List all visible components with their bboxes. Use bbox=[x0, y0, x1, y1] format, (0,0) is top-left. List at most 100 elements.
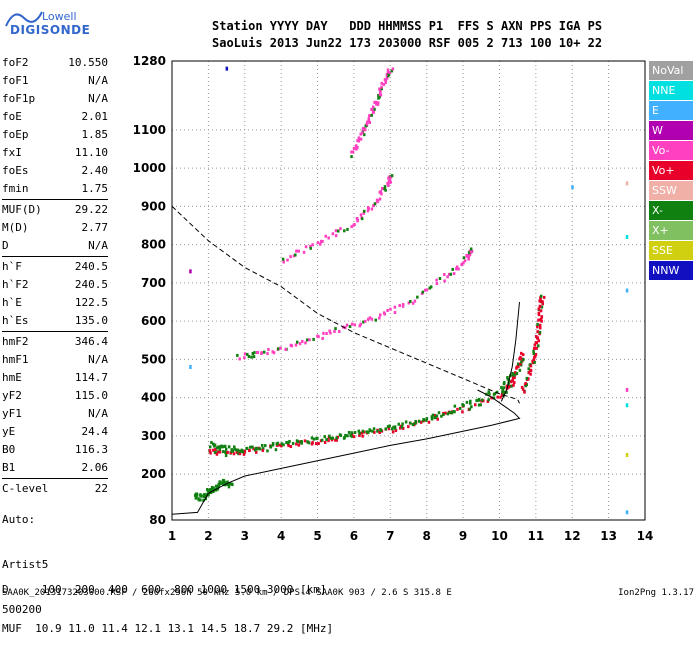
x-tick-label: 11 bbox=[527, 529, 544, 543]
x-tick-label: 12 bbox=[564, 529, 581, 543]
logo-wave-icon bbox=[5, 11, 43, 27]
param-value: 116.3 bbox=[74, 443, 108, 456]
echo-point bbox=[355, 147, 358, 151]
echo-point bbox=[456, 407, 459, 411]
x-tick-label: 7 bbox=[386, 529, 394, 543]
ionogram-plot: 1 2 3 4 5 6 7 8 9 10 11 12 13 14802003004005006007008… bbox=[133, 54, 654, 543]
echo-point bbox=[375, 102, 378, 106]
param-value: 135.0 bbox=[74, 314, 108, 327]
echo-point bbox=[373, 100, 376, 104]
echo-point bbox=[264, 444, 267, 448]
echo-point bbox=[534, 341, 538, 345]
side-echo-point bbox=[625, 403, 629, 408]
echo-point bbox=[378, 197, 382, 201]
side-echo-point bbox=[189, 269, 192, 274]
echo-point bbox=[217, 450, 220, 454]
echo-point bbox=[262, 350, 266, 354]
echo-point bbox=[468, 407, 472, 411]
param-value: 11.10 bbox=[74, 146, 108, 159]
echo-point bbox=[533, 343, 537, 347]
echo-point bbox=[429, 285, 433, 289]
echo-point bbox=[414, 421, 417, 425]
echo-point bbox=[387, 427, 391, 431]
echo-point bbox=[529, 372, 532, 376]
echo-point bbox=[509, 380, 513, 384]
echo-point bbox=[289, 343, 293, 347]
echo-point bbox=[505, 390, 508, 394]
echo-point bbox=[433, 413, 436, 417]
echo-point bbox=[360, 217, 364, 221]
auto-program: Artist5 bbox=[2, 558, 49, 571]
echo-point bbox=[230, 449, 234, 453]
x-tick-label: 4 bbox=[277, 529, 285, 543]
echo-point bbox=[378, 430, 381, 434]
echo-point bbox=[536, 336, 540, 340]
echo-point bbox=[390, 174, 394, 178]
echo-point bbox=[217, 485, 220, 489]
side-echo-point bbox=[625, 288, 629, 293]
echo-point bbox=[380, 81, 384, 85]
echo-point bbox=[465, 254, 468, 258]
echo-point bbox=[278, 443, 282, 447]
echo-point bbox=[480, 398, 484, 402]
echo-point bbox=[309, 246, 312, 250]
echo-point bbox=[238, 357, 241, 361]
echo-point bbox=[325, 332, 328, 336]
echo-point bbox=[532, 346, 536, 350]
echo-point bbox=[391, 430, 395, 434]
echo-point bbox=[312, 437, 316, 441]
legend: NoVal NNE E W Vo- Vo+ SSW X- X+ SSE NNW bbox=[649, 61, 693, 281]
echo-point bbox=[479, 403, 482, 407]
echo-point bbox=[362, 211, 366, 215]
echo-point bbox=[359, 322, 362, 326]
x-tick-label: 3 bbox=[241, 529, 249, 543]
echo-point bbox=[367, 317, 370, 321]
echo-point bbox=[217, 482, 220, 486]
header-row-2: SaoLuis 2013 Jun22 173 203000 RSF 005 2 … bbox=[212, 36, 603, 50]
echo-point bbox=[512, 375, 516, 379]
echo-point bbox=[378, 87, 381, 91]
echo-point bbox=[541, 300, 544, 304]
echo-point bbox=[539, 318, 543, 322]
echo-point bbox=[210, 485, 214, 489]
echo-point bbox=[379, 89, 382, 93]
echo-point bbox=[372, 204, 375, 208]
param-row: yF1 N/A bbox=[2, 405, 108, 423]
echo-point bbox=[338, 329, 341, 333]
echo-point bbox=[274, 448, 278, 452]
echo-point bbox=[242, 452, 246, 456]
echo-point bbox=[197, 498, 201, 502]
echo-point bbox=[379, 313, 382, 317]
echo-point bbox=[322, 331, 325, 335]
legend-item: NoVal bbox=[649, 61, 693, 80]
echo-point bbox=[227, 485, 231, 489]
echo-point bbox=[236, 448, 239, 452]
echo-point bbox=[517, 365, 520, 369]
echo-point bbox=[223, 444, 227, 448]
side-echo-point bbox=[625, 452, 629, 457]
echo-point bbox=[329, 331, 332, 335]
echo-point bbox=[425, 288, 429, 292]
echo-point bbox=[256, 447, 259, 451]
echo-point bbox=[388, 71, 392, 75]
echo-point bbox=[237, 452, 240, 456]
echo-point bbox=[303, 439, 307, 443]
echo-point bbox=[393, 305, 397, 309]
echo-point bbox=[384, 78, 388, 82]
echo-point bbox=[453, 404, 457, 408]
digisonde-logo: Lowell DIGISONDE bbox=[4, 6, 90, 40]
echo-point bbox=[398, 304, 401, 308]
echo-point bbox=[218, 447, 222, 451]
param-value: N/A bbox=[88, 353, 108, 366]
echo-point bbox=[325, 438, 328, 442]
param-name: hmF1 bbox=[2, 353, 29, 366]
echo-point bbox=[352, 435, 356, 439]
echo-point bbox=[537, 307, 541, 311]
param-row: foF1 N/A bbox=[2, 72, 108, 90]
echo-point bbox=[365, 122, 369, 126]
echo-point bbox=[306, 440, 309, 444]
logo-line2: DIGISONDE bbox=[10, 23, 91, 37]
echo-point bbox=[493, 392, 497, 396]
echo-point bbox=[286, 258, 289, 262]
x-tick-label: 8 bbox=[423, 529, 431, 543]
